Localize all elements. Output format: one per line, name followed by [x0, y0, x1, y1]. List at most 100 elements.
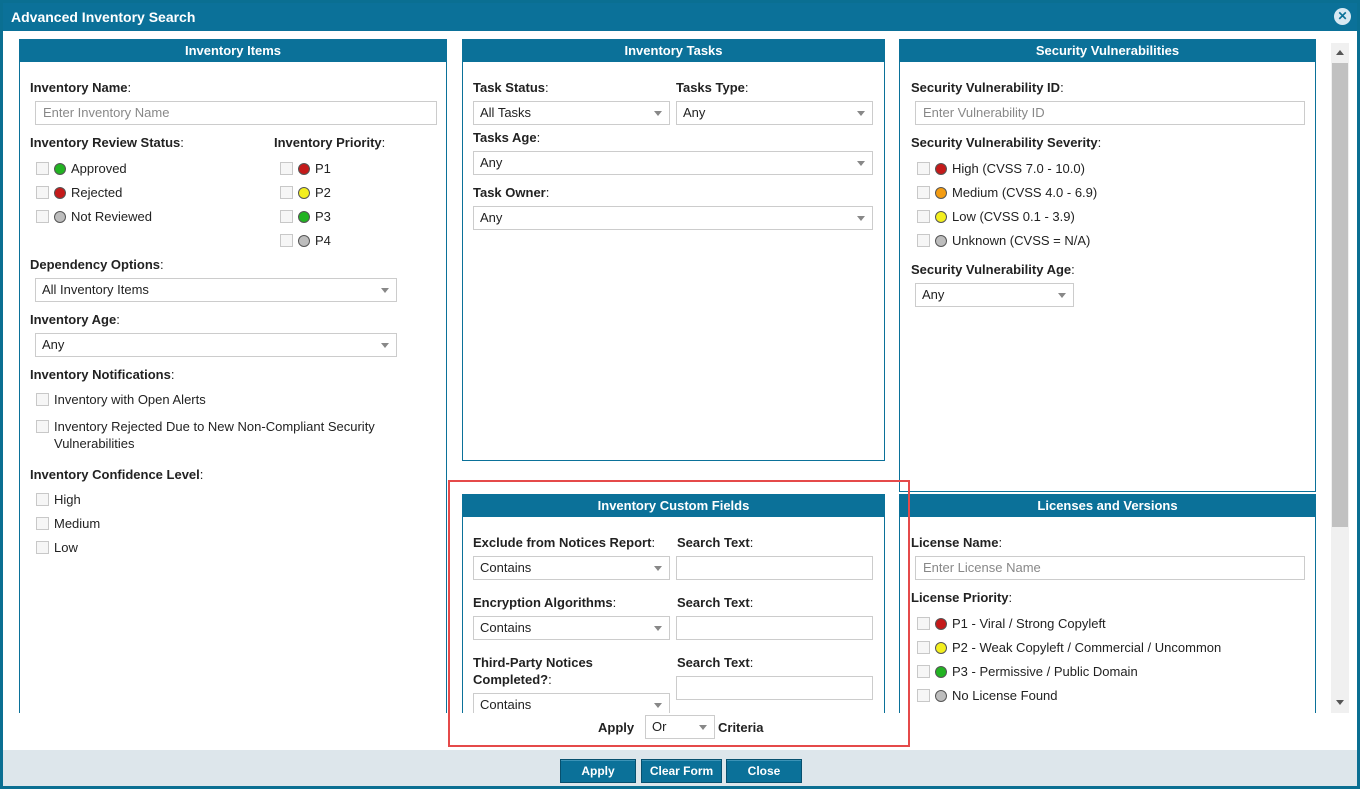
priority-p3[interactable]: P3	[280, 209, 331, 227]
custom-field-search-input[interactable]	[676, 676, 873, 700]
checkbox[interactable]	[36, 517, 49, 531]
license-priority-none[interactable]: No License Found	[917, 688, 1058, 706]
checkbox[interactable]	[280, 162, 293, 176]
criteria-label: Criteria	[718, 720, 764, 735]
checkbox[interactable]	[917, 665, 930, 679]
license-dot-icon	[935, 617, 947, 630]
checkbox[interactable]	[917, 234, 930, 248]
checkbox[interactable]	[36, 210, 49, 224]
criteria-operator-select[interactable]: Or	[645, 715, 715, 739]
inventory-notifications-label: Inventory Notifications:	[30, 367, 175, 382]
licenses-and-versions-panel: Licenses and Versions License Name: Ente…	[899, 494, 1316, 719]
inventory-name-input[interactable]: Enter Inventory Name	[35, 101, 437, 125]
checkbox[interactable]	[36, 541, 49, 555]
tasks-type-select[interactable]: Any	[676, 101, 873, 125]
checkbox[interactable]	[280, 234, 293, 248]
severity-medium[interactable]: Medium (CVSS 4.0 - 6.9)	[917, 185, 1097, 203]
license-name-label: License Name:	[911, 535, 1003, 550]
confidence-low[interactable]: Low	[36, 540, 78, 558]
inventory-name-label: Inventory Name:	[30, 80, 132, 95]
license-name-input[interactable]: Enter License Name	[915, 556, 1305, 580]
task-status-label: Task Status:	[473, 80, 549, 95]
checkbox[interactable]	[280, 186, 293, 200]
checkbox[interactable]	[917, 162, 930, 176]
license-priority-p2[interactable]: P2 - Weak Copyleft / Commercial / Uncomm…	[917, 640, 1221, 658]
checkbox[interactable]	[917, 186, 930, 200]
license-priority-p1[interactable]: P1 - Viral / Strong Copyleft	[917, 616, 1106, 634]
checkbox[interactable]	[917, 641, 930, 655]
close-icon[interactable]: ✕	[1334, 8, 1351, 25]
review-status-approved[interactable]: Approved	[36, 161, 127, 179]
severity-low[interactable]: Low (CVSS 0.1 - 3.9)	[917, 209, 1075, 227]
status-dot-icon	[54, 210, 66, 223]
custom-field-label: Exclude from Notices Report:	[473, 535, 656, 550]
tasks-age-select[interactable]: Any	[473, 151, 873, 175]
priority-p4[interactable]: P4	[280, 233, 331, 251]
severity-dot-icon	[935, 162, 947, 175]
checkbox[interactable]	[280, 210, 293, 224]
confidence-medium[interactable]: Medium	[36, 516, 100, 534]
priority-p1[interactable]: P1	[280, 161, 331, 179]
vulnerability-id-label: Security Vulnerability ID:	[911, 80, 1064, 95]
chevron-down-icon	[654, 111, 662, 116]
inventory-items-panel: Inventory Items Inventory Name: Enter In…	[19, 39, 447, 719]
vulnerability-age-select[interactable]: Any	[915, 283, 1074, 307]
scroll-up-icon[interactable]	[1336, 50, 1344, 55]
inventory-tasks-panel: Inventory Tasks Task Status: All Tasks T…	[462, 39, 885, 461]
custom-field-search-input[interactable]	[676, 556, 873, 580]
notification-open-alerts[interactable]: Inventory with Open Alerts	[36, 392, 206, 410]
panel-header: Security Vulnerabilities	[900, 40, 1315, 62]
chevron-down-icon	[857, 161, 865, 166]
chevron-down-icon	[1058, 293, 1066, 298]
custom-field-label: Third-Party Notices	[473, 655, 593, 670]
inventory-age-select[interactable]: Any	[35, 333, 397, 357]
severity-dot-icon	[935, 186, 947, 199]
panel-header: Inventory Items	[20, 40, 446, 62]
confidence-high[interactable]: High	[36, 492, 81, 510]
task-owner-label: Task Owner:	[473, 185, 550, 200]
task-owner-select[interactable]: Any	[473, 206, 873, 230]
criteria-apply-label: Apply	[598, 720, 635, 735]
license-priority-p3[interactable]: P3 - Permissive / Public Domain	[917, 664, 1138, 682]
search-text-label: Search Text:	[677, 595, 754, 610]
priority-dot-icon	[298, 186, 310, 199]
checkbox[interactable]	[36, 393, 49, 407]
vulnerability-severity-label: Security Vulnerability Severity:	[911, 135, 1102, 150]
checkbox[interactable]	[917, 617, 930, 631]
review-status-label: Inventory Review Status:	[30, 135, 184, 150]
checkbox[interactable]	[36, 186, 49, 200]
dependency-options-select[interactable]: All Inventory Items	[35, 278, 397, 302]
chevron-down-icon	[381, 288, 389, 293]
severity-dot-icon	[935, 210, 947, 223]
scroll-down-icon[interactable]	[1336, 700, 1344, 705]
severity-unknown[interactable]: Unknown (CVSS = N/A)	[917, 233, 1090, 251]
severity-high[interactable]: High (CVSS 7.0 - 10.0)	[917, 161, 1085, 179]
vulnerability-id-input[interactable]: Enter Vulnerability ID	[915, 101, 1305, 125]
review-status-rejected[interactable]: Rejected	[36, 185, 122, 203]
notification-rejected-checkbox[interactable]	[36, 420, 49, 433]
severity-dot-icon	[935, 234, 947, 247]
status-dot-icon	[54, 186, 66, 199]
checkbox[interactable]	[36, 493, 49, 507]
review-status-not-reviewed[interactable]: Not Reviewed	[36, 209, 152, 227]
checkbox[interactable]	[917, 210, 930, 224]
status-dot-icon	[54, 162, 66, 175]
checkbox[interactable]	[36, 162, 49, 176]
task-status-select[interactable]: All Tasks	[473, 101, 670, 125]
clear-form-button[interactable]: Clear Form	[641, 759, 722, 783]
custom-field-operator-select[interactable]: Contains	[473, 616, 670, 640]
tasks-age-label: Tasks Age:	[473, 130, 541, 145]
custom-field-operator-select[interactable]: Contains	[473, 556, 670, 580]
highlight-box	[448, 480, 910, 747]
scrollbar[interactable]	[1331, 43, 1349, 713]
close-button[interactable]: Close	[726, 759, 802, 783]
apply-button[interactable]: Apply	[560, 759, 636, 783]
chevron-down-icon	[857, 216, 865, 221]
priority-p2[interactable]: P2	[280, 185, 331, 203]
checkbox[interactable]	[917, 689, 930, 703]
license-priority-label: License Priority:	[911, 590, 1013, 605]
priority-dot-icon	[298, 210, 310, 223]
scrollbar-thumb[interactable]	[1332, 63, 1348, 527]
custom-field-search-input[interactable]	[676, 616, 873, 640]
